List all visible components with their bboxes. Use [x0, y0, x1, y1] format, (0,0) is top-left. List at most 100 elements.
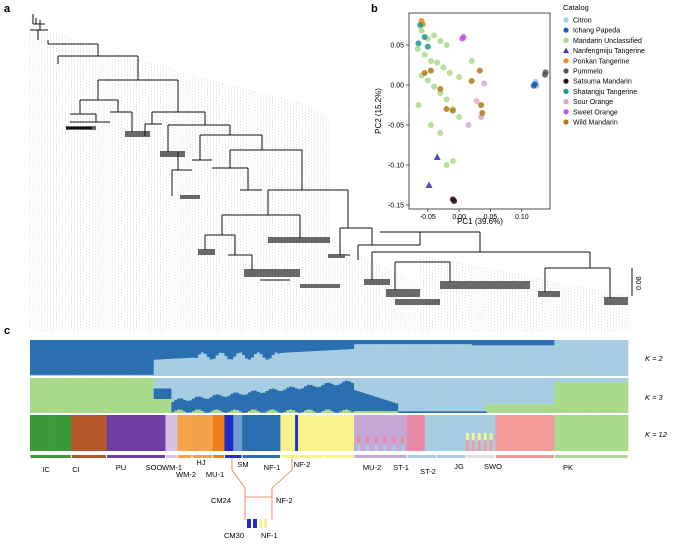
structure-bar [201, 397, 204, 411]
structure-bar [498, 415, 501, 451]
pca-point [444, 42, 450, 48]
structure-bar [71, 375, 74, 376]
structure-bar [425, 344, 428, 376]
structure-bar [448, 344, 451, 376]
structure-bar [610, 340, 613, 376]
legend-label: Sweet Orange [573, 109, 618, 116]
structure-bar [121, 378, 124, 413]
structure-bar [313, 415, 316, 451]
structure-bar [348, 381, 351, 410]
structure-bar [45, 378, 48, 413]
structure-bar [348, 415, 351, 451]
structure-bar [372, 411, 375, 413]
structure-bar [275, 340, 278, 353]
group-bar-segment [243, 455, 280, 458]
structure-bar [298, 378, 301, 389]
structure-bar [168, 359, 171, 376]
structure-bar [590, 415, 593, 451]
structure-bar [207, 399, 210, 413]
structure-bar [189, 400, 192, 412]
structure-bar [472, 378, 475, 411]
structure-bar [442, 340, 445, 344]
tree-scale-label: 0.08 [636, 276, 643, 290]
structure-bar [383, 411, 386, 413]
structure-bar [484, 345, 487, 376]
structure-bar [434, 340, 437, 344]
structure-bar [183, 412, 186, 413]
structure-bar [392, 378, 395, 402]
structure-bar [213, 359, 216, 376]
structure-bar [519, 404, 522, 413]
structure-bar [528, 415, 531, 451]
structure-bar [469, 340, 472, 344]
structure-bar [163, 340, 166, 359]
zoom-label-nf1: NF-1 [261, 531, 278, 539]
pca-point [437, 86, 443, 92]
structure-bar [251, 358, 254, 376]
group-label: MU-1 [206, 470, 224, 479]
structure-bar [272, 378, 275, 389]
zoom-label-cm30: CM30 [224, 531, 244, 539]
structure-bar [174, 400, 177, 411]
structure-bar [316, 415, 319, 451]
structure-bar [51, 415, 54, 451]
structure-bar [560, 340, 563, 376]
structure-bar [596, 382, 599, 413]
structure-bar [378, 398, 381, 412]
structure-bar [431, 415, 434, 451]
structure-bar [292, 410, 295, 413]
structure-bar [330, 378, 333, 384]
structure-bar [383, 400, 386, 412]
structure-bar [445, 344, 448, 376]
structure-bar [266, 411, 269, 413]
structure-bar [145, 375, 148, 376]
structure-bar [160, 359, 163, 376]
structure-bar [98, 340, 101, 375]
structure-bar [192, 411, 195, 413]
structure-bar [407, 415, 410, 451]
structure-bar [607, 382, 610, 413]
structure-bar [375, 437, 378, 444]
structure-bar [537, 378, 540, 404]
structure-bar [322, 351, 325, 376]
structure-bar [401, 378, 404, 411]
structure-bar [189, 378, 192, 400]
structure-bar [345, 349, 348, 376]
structure-bar [219, 340, 222, 353]
structure-bar [610, 382, 613, 413]
structure-bar [513, 415, 516, 451]
structure-bar [292, 352, 295, 376]
structure-bar [363, 378, 366, 393]
structure-bar [236, 353, 239, 376]
structure-bar [142, 375, 145, 376]
structure-bar [451, 344, 454, 376]
structure-bar [151, 340, 154, 375]
structure-bar [292, 387, 295, 410]
structure-bar [360, 411, 363, 413]
structure-bar [118, 415, 121, 451]
structure-bar [366, 411, 369, 413]
structure-bar [101, 375, 104, 376]
structure-bar [130, 415, 133, 451]
structure-bar [416, 378, 419, 411]
structure-bar [107, 375, 110, 376]
pca-point [456, 114, 462, 120]
structure-bar [404, 415, 407, 451]
structure-bar [36, 378, 39, 413]
structure-bar [177, 340, 180, 359]
structure-bar [224, 415, 227, 451]
structure-bar [236, 340, 239, 353]
structure-bar [563, 340, 566, 376]
structure-bar [378, 378, 381, 398]
structure-bar [328, 350, 331, 376]
structure-bar [104, 375, 107, 376]
structure-bar [248, 415, 251, 451]
structure-bar [451, 378, 454, 411]
structure-bar [548, 345, 551, 376]
structure-bar [298, 352, 301, 376]
structure-bar [437, 344, 440, 376]
structure-bar [171, 415, 174, 451]
structure-bar [204, 354, 207, 376]
structure-bar [401, 344, 404, 376]
structure-bar [569, 415, 572, 451]
